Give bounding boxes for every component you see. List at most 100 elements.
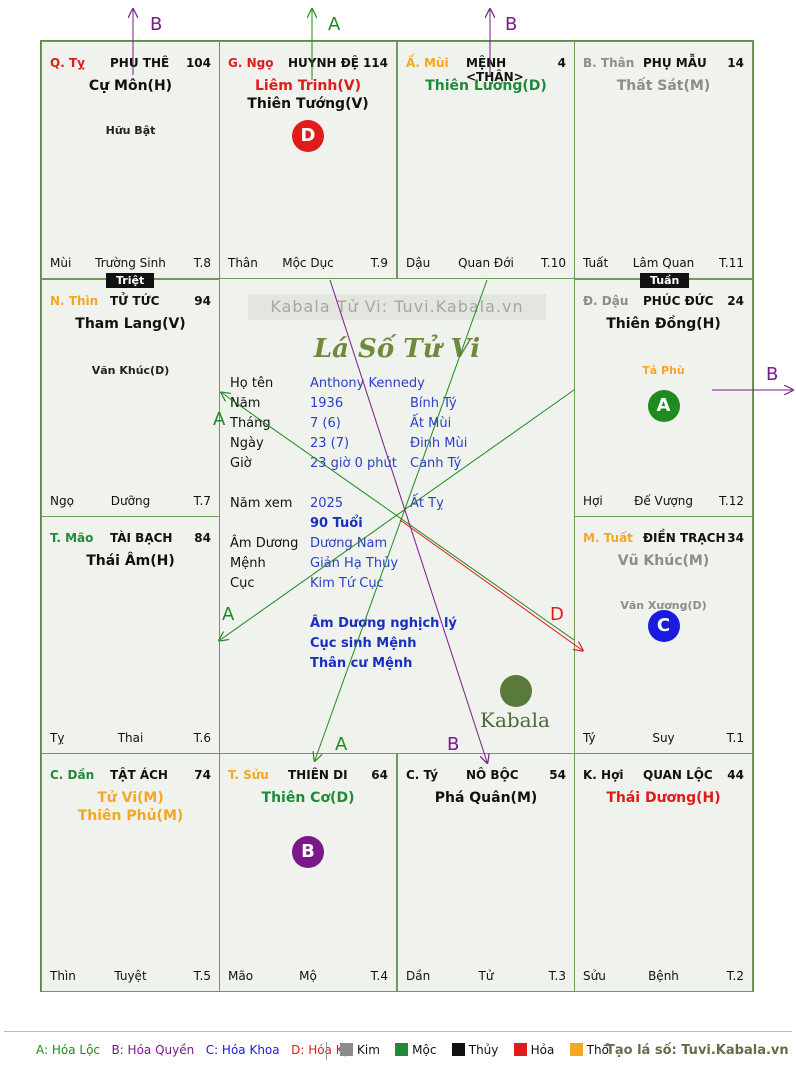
info-value-2: Canh Tý	[410, 456, 462, 471]
main-star: Thiên Tướng(V)	[247, 96, 369, 112]
branch-label: Thân	[228, 256, 258, 270]
palace-number: 84	[194, 531, 211, 545]
phase-label: Bệnh	[648, 969, 679, 983]
age-label: T.6	[193, 731, 211, 745]
main-star: Thiên Cơ(D)	[261, 790, 355, 806]
palace-mui: Ấ. Mùi MỆNH <THÂN> 4 Thiên Lương(D) Dậu Quan …	[397, 41, 575, 279]
palace-number: 34	[727, 531, 744, 545]
legend-thuy: Thủy	[468, 1043, 499, 1057]
legend-divider-top	[4, 1031, 792, 1032]
palace-ty: Q. Tỵ PHU THÊ 104 Cự Môn(H) Hữu Bật Mùi Trường…	[41, 41, 220, 279]
phase-label: Mộc Dục	[282, 256, 334, 270]
main-star: Thái Dương(H)	[606, 790, 721, 806]
age-label: T.7	[193, 494, 211, 508]
palace-name: TÀI BẠCH	[110, 531, 173, 545]
tho-swatch	[569, 1043, 583, 1056]
branch-label: Sửu	[583, 969, 606, 983]
arrow-label-right: B	[766, 364, 778, 385]
phase-label: Đế Vượng	[634, 494, 693, 508]
minor-star: Văn Xương(D)	[620, 599, 707, 612]
age-label: T.1	[726, 731, 744, 745]
moc-swatch	[395, 1043, 409, 1056]
transformation-badge: C	[647, 610, 680, 642]
logo-mark	[500, 675, 532, 707]
branch-label: Tuất	[583, 256, 609, 270]
palace-thin: N. Thìn TỬ TỨC 94 Tham Lang(V) Văn Khúc(D) Ng…	[41, 279, 220, 517]
info-value: Anthony Kennedy	[310, 376, 425, 391]
main-star: Cự Môn(H)	[88, 78, 173, 94]
palace-name: TỬ TỨC	[110, 294, 160, 308]
triet-tag: Triệt	[106, 273, 155, 288]
palace-can: T. Mão	[50, 531, 94, 545]
branch-label: Mão	[228, 969, 254, 983]
palace-can: Q. Tỵ	[50, 56, 85, 70]
palace-can: K. Hợi	[583, 768, 624, 782]
minor-star: Văn Khúc(D)	[91, 364, 170, 377]
legend-a: A: Hóa Lộc	[36, 1043, 101, 1057]
age-label: T.4	[370, 969, 388, 983]
kim-swatch	[340, 1043, 353, 1056]
legend-c: C: Hóa Khoa	[205, 1043, 280, 1057]
branch-label: Thìn	[50, 969, 76, 983]
palace-number: 4	[557, 56, 566, 70]
legend: A: Hóa Lộc B: Hóa Quyền C: Hóa Khoa D: H…	[36, 1043, 347, 1057]
transformation-badge: D	[292, 120, 324, 152]
palace-dau: Đ. Dậu PHÚC ĐỨC 24 Thiên Đồng(H) Tả Phù A Hợi Đ…	[574, 279, 753, 517]
minor-star: Tả Phù	[642, 364, 685, 377]
site-link[interactable]: Tạo lá số: Tuvi.Kabala.vn	[606, 1043, 789, 1058]
info-label: Âm Dương	[230, 536, 299, 551]
palace-suu: T. Sửu THIÊN DI 64 Thiên Cơ(D) B Mão Mộ T.4	[219, 753, 397, 992]
branch-label: Hợi	[583, 494, 603, 508]
palace-can: Đ. Dậu	[583, 294, 629, 308]
phase-label: Trường Sinh	[95, 256, 166, 270]
watermark: Kabala Tử Vi: Tuvi.Kabala.vn	[248, 294, 546, 320]
main-star: Thiên Lương(D)	[425, 78, 547, 94]
nam-xem-value-2: Ất Tỵ	[410, 496, 444, 511]
branch-label: Ngọ	[50, 494, 74, 508]
palace-name: MỆNH <THÂN>	[466, 56, 524, 84]
main-star: Thiên Phủ(M)	[77, 808, 184, 824]
age-label: T.9	[370, 256, 388, 270]
palace-name: THIÊN DI	[288, 768, 348, 782]
tuan-tag: Tuần	[640, 273, 690, 288]
palace-can: G. Ngọ	[228, 56, 274, 70]
palace-than: B. Thân PHỤ MẪU 14 Thất Sát(M) Tuất Lâm Quan T…	[574, 41, 753, 279]
palace-name: NÔ BỘC	[466, 768, 519, 782]
script-title: Lá Số Tử Vi	[313, 334, 481, 364]
palace-number: 104	[185, 56, 211, 70]
chart-note: Cục sinh Mệnh	[310, 636, 417, 651]
main-star: Phá Quân(M)	[434, 790, 538, 806]
arrow-label-top3: B	[505, 14, 517, 35]
palace-can: B. Thân	[583, 56, 635, 70]
palace-number: 54	[549, 768, 566, 782]
legend-b: B: Hóa Quyền	[111, 1043, 195, 1057]
palace-name: ĐIỀN TRẠCH	[643, 531, 726, 545]
info-label: Cục	[230, 576, 255, 591]
legend-tho: Thổ	[586, 1043, 609, 1057]
palace-number: 14	[727, 56, 744, 70]
info-value: Dương Nam	[310, 536, 388, 551]
legend-divider	[326, 1042, 327, 1060]
info-value-2: Đinh Mùi	[410, 436, 468, 451]
info-value: 23 giờ 0 phút	[310, 456, 397, 471]
minor-star: Hữu Bật	[105, 124, 156, 137]
age-label: T.3	[548, 969, 566, 983]
main-star: Tham Lang(V)	[75, 316, 186, 332]
phase-label: Dưỡng	[110, 494, 151, 508]
info-value: Giản Hạ Thủy	[310, 556, 399, 571]
info-value-2: Ất Mùi	[410, 416, 452, 431]
palace-name: PHỤ MẪU	[643, 56, 707, 70]
info-value: 7 (6)	[310, 416, 341, 431]
info-label: Năm	[230, 396, 261, 411]
age-label: T.2	[726, 969, 744, 983]
chart-note: Thân cư Mệnh	[310, 656, 413, 671]
transformation-badge: A	[647, 390, 680, 422]
palace-can: N. Thìn	[50, 294, 99, 308]
palace-number: 94	[194, 294, 211, 308]
main-star: Vũ Khúc(M)	[617, 553, 710, 569]
phase-label: Lâm Quan	[632, 256, 695, 270]
info-value-2: Bính Tý	[410, 396, 457, 411]
palace-can: Ấ. Mùi	[406, 56, 449, 70]
palace-number: 64	[371, 768, 388, 782]
info-label: Ngày	[230, 436, 264, 451]
